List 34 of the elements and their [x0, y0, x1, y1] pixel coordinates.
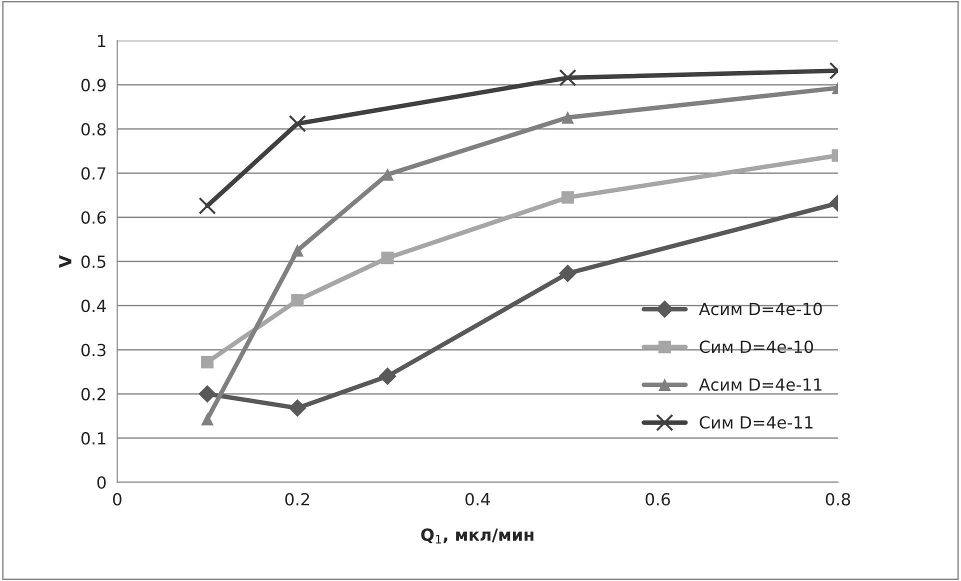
y-tick-label: 1	[98, 34, 106, 47]
y-tick-label: 0	[97, 476, 106, 489]
point	[291, 244, 304, 257]
y-tick-label: 0.7	[81, 167, 106, 180]
y-tick-label: 0.4	[81, 300, 106, 312]
legend-label: Асим D=4e-11	[698, 378, 822, 391]
legend-label: Асим D=4e-10	[698, 302, 822, 316]
point	[201, 412, 214, 426]
x-tick-label: 0	[113, 492, 122, 506]
x-tick-label: 0.8	[826, 492, 850, 506]
point	[288, 399, 306, 417]
point	[198, 197, 216, 214]
y-tick-label: 0.6	[81, 211, 106, 224]
y-tick-label: 0.3	[81, 344, 106, 356]
x-tick-label: 0.2	[285, 492, 310, 506]
y-tick-label: 0.9	[81, 78, 106, 92]
y-tick-label: 0.1	[81, 432, 106, 445]
x-tick-label: 0.4	[465, 492, 490, 506]
y-tick-label: 0.5	[81, 255, 106, 268]
point	[381, 252, 394, 264]
y-axis-title: V	[59, 255, 72, 268]
point	[561, 111, 574, 124]
point	[378, 367, 396, 386]
x-tick-label: 0.6	[646, 492, 670, 506]
point	[201, 356, 214, 368]
legend-label: Сим D=4e-11	[700, 416, 813, 429]
y-tick-label: 0.2	[81, 388, 106, 400]
legend-label: Сим D=4e-10	[700, 340, 813, 354]
point	[198, 385, 216, 403]
point	[561, 191, 574, 204]
point	[291, 294, 304, 307]
x-axis-title: Q$_{1}$, мкл/мин	[421, 528, 534, 544]
point	[288, 115, 306, 132]
y-tick-label: 0.8	[81, 122, 106, 136]
